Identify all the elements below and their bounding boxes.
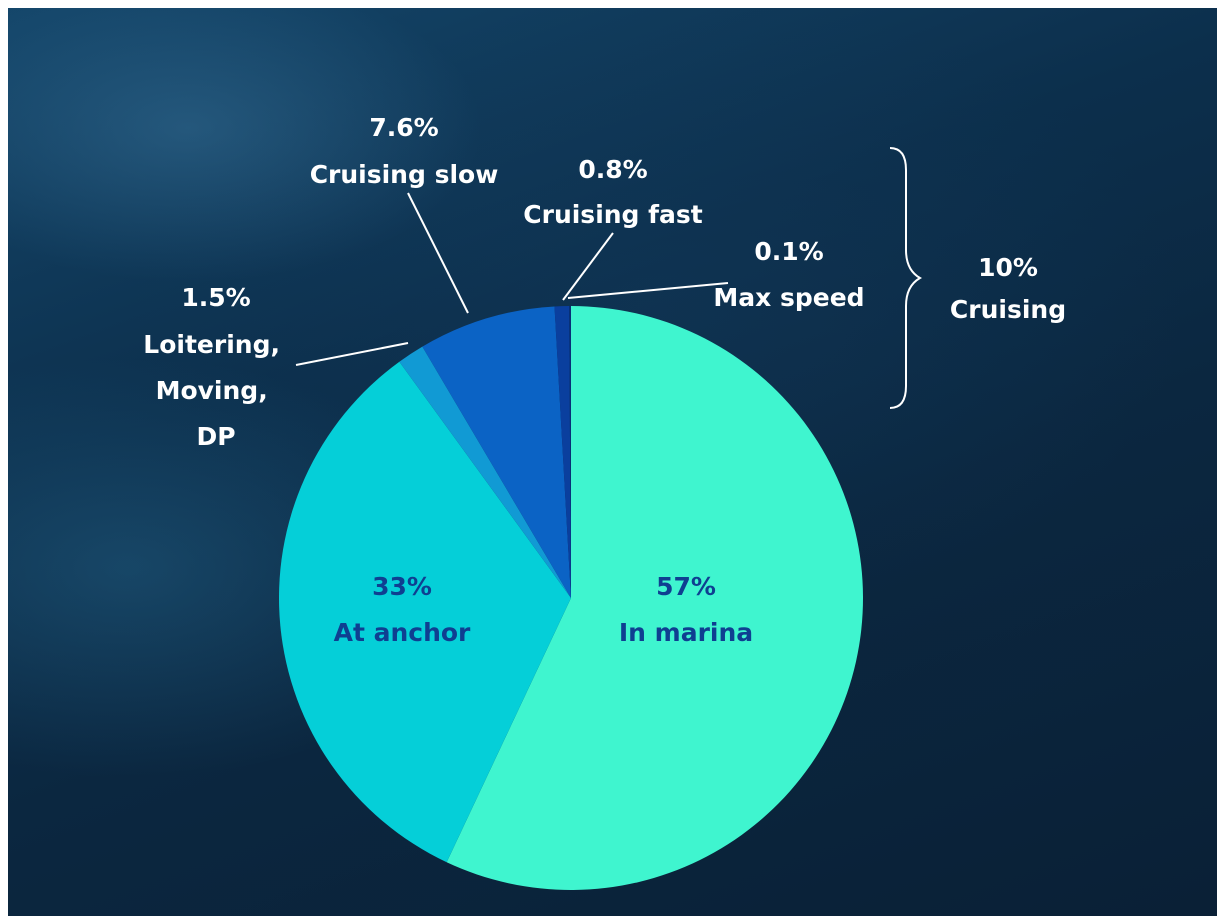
slice-label-at-anchor-name: At anchor <box>334 618 471 647</box>
leader-line-loitering <box>295 342 409 366</box>
pie-slice-loitering-moving-dp <box>399 346 571 598</box>
label-loitering-name: Loitering, Moving, DP <box>143 330 288 451</box>
label-max-speed-name: Max speed <box>713 283 864 312</box>
pie-slices <box>278 306 863 890</box>
leader-line-max-speed <box>567 282 729 299</box>
pie-slice-max-speed <box>569 306 571 598</box>
label-cruising-group-name: Cruising <box>950 295 1066 324</box>
leader-line-cruising-slow <box>407 192 469 314</box>
label-cruising-fast-name: Cruising fast <box>523 200 703 229</box>
pie-slice-at-anchor <box>278 361 571 863</box>
chart-canvas: 57% In marina 33% At anchor 1.5% Loiteri… <box>8 8 1217 916</box>
label-max-speed-percent: 0.1% <box>754 237 823 266</box>
label-loitering-percent: 1.5% <box>181 283 250 312</box>
pie-slice-cruising-fast <box>554 306 571 598</box>
pie-slice-cruising-slow <box>422 306 571 598</box>
leader-line-cruising-fast <box>562 232 614 301</box>
pie-slice-in-marina <box>446 306 863 890</box>
slice-label-in-marina-name: In marina <box>619 618 753 647</box>
pie-chart: 57% In marina 33% At anchor 1.5% Loiteri… <box>143 113 1066 890</box>
cruising-group-brace <box>889 147 923 409</box>
slice-label-in-marina-percent: 57% <box>656 572 716 601</box>
label-cruising-slow-name: Cruising slow <box>310 160 499 189</box>
label-cruising-group-percent: 10% <box>978 253 1038 282</box>
slice-label-at-anchor-percent: 33% <box>372 572 432 601</box>
label-cruising-fast-percent: 0.8% <box>578 155 647 184</box>
label-cruising-slow-percent: 7.6% <box>369 113 438 142</box>
